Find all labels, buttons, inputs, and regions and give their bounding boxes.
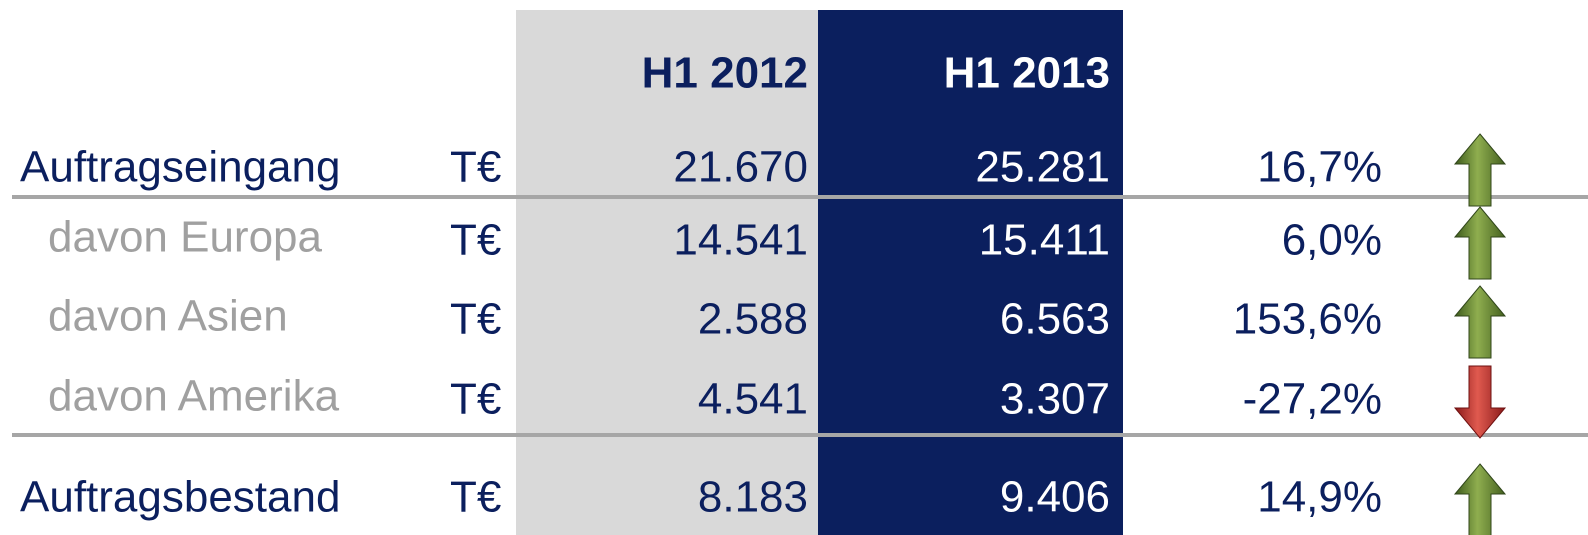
unit: T€: [450, 375, 501, 424]
unit: T€: [450, 216, 501, 265]
row-label: davon Asien: [48, 292, 288, 341]
value-2012: 8.183: [698, 473, 808, 522]
value-2013: 15.411: [979, 216, 1110, 265]
column-header: H1 2012: [642, 49, 808, 98]
change: -27,2%: [1243, 375, 1382, 424]
value-2013: 9.406: [1000, 473, 1110, 522]
change: 16,7%: [1257, 143, 1382, 192]
unit: T€: [450, 143, 501, 192]
trend-arrow: [1453, 463, 1507, 535]
trend-arrow: [1453, 206, 1507, 280]
trend-arrow: [1453, 133, 1507, 207]
value-2012: 4.541: [698, 375, 808, 424]
row-label: davon Amerika: [48, 372, 340, 421]
value-2012: 14.541: [673, 216, 808, 265]
unit: T€: [450, 295, 501, 344]
change: 6,0%: [1282, 216, 1382, 265]
column-bg-2013: [818, 10, 1123, 535]
column-bg-2012: [516, 10, 818, 535]
trend-arrow: [1453, 365, 1507, 439]
trend-arrow: [1453, 285, 1507, 359]
value-2013: 3.307: [1000, 375, 1110, 424]
row-label: Auftragseingang: [20, 143, 340, 192]
row-label: Auftragsbestand: [20, 473, 340, 522]
row-label: davon Europa: [48, 213, 323, 262]
column-header: H1 2013: [944, 49, 1110, 98]
value-2012: 21.670: [673, 143, 808, 192]
change: 14,9%: [1257, 473, 1382, 522]
value-2012: 2.588: [698, 295, 808, 344]
value-2013: 25.281: [975, 143, 1110, 192]
unit: T€: [450, 473, 501, 522]
value-2013: 6.563: [1000, 295, 1110, 344]
change: 153,6%: [1233, 295, 1382, 344]
